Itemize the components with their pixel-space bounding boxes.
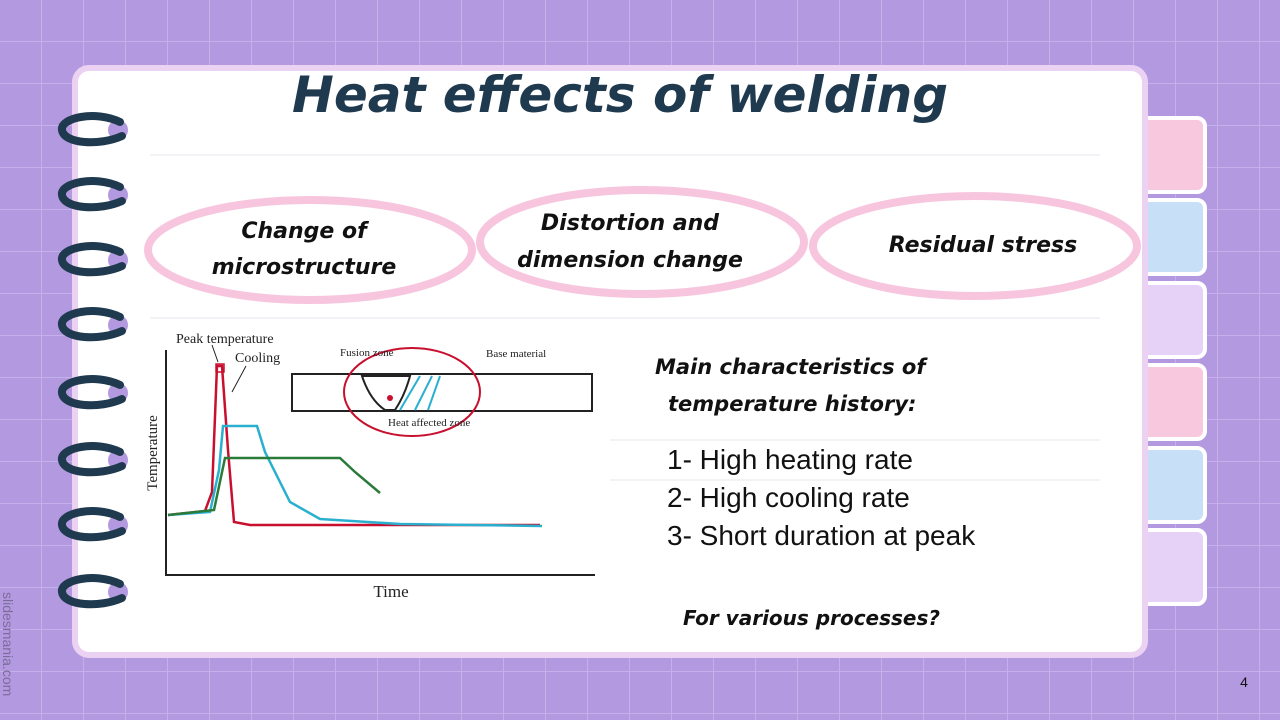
ruled-lines bbox=[150, 154, 1100, 481]
page-number: 4 bbox=[1240, 674, 1248, 690]
figure-label: Base material bbox=[486, 348, 546, 360]
title: Heat effects of welding bbox=[292, 66, 948, 124]
credit: slidesmania.com bbox=[0, 592, 16, 696]
effect-text: Distortion and bbox=[541, 211, 719, 236]
curve-red bbox=[167, 364, 540, 527]
effect-text: Residual stress bbox=[889, 233, 1077, 258]
figure-label: Heat affected zone bbox=[388, 417, 470, 429]
annotation-circle bbox=[343, 347, 481, 437]
effect-ovals: Change of microstructure Distortion and … bbox=[144, 186, 1141, 304]
effect-text: Change of bbox=[241, 219, 369, 244]
figure-label: Cooling bbox=[235, 351, 280, 366]
figure-label: Time bbox=[373, 582, 408, 601]
oval bbox=[144, 196, 476, 304]
curve-green bbox=[167, 456, 381, 517]
weld-bead bbox=[360, 375, 412, 411]
figure: Peak temperature Cooling Fusion zone Bas… bbox=[145, 332, 595, 601]
ring bbox=[58, 442, 126, 477]
dot bbox=[387, 395, 393, 401]
list-item: 3- Short duration at peak bbox=[667, 520, 976, 551]
heading: Main characteristics of bbox=[655, 355, 928, 379]
figure-label: Fusion zone bbox=[340, 347, 394, 359]
ring bbox=[58, 112, 126, 147]
curve-cyan bbox=[167, 424, 543, 528]
peak-marker bbox=[215, 363, 225, 373]
haz-lines bbox=[399, 375, 441, 411]
pointer bbox=[211, 344, 247, 393]
ring bbox=[58, 574, 126, 609]
effect-text: microstructure bbox=[212, 255, 397, 280]
oval bbox=[809, 192, 1141, 300]
oval bbox=[476, 186, 808, 298]
notebook-page bbox=[72, 65, 1148, 658]
ring bbox=[58, 507, 126, 542]
effect-text: dimension change bbox=[517, 248, 743, 273]
list-item: 1- High heating rate bbox=[667, 444, 913, 475]
base-plate bbox=[291, 373, 593, 412]
list-item: 2- High cooling rate bbox=[667, 482, 910, 513]
question: For various processes? bbox=[683, 606, 940, 630]
figure-label: Temperature bbox=[145, 415, 161, 491]
ring bbox=[58, 307, 126, 342]
figure-label: Peak temperature bbox=[176, 332, 274, 347]
ring bbox=[58, 242, 126, 277]
spiral-rings bbox=[58, 112, 128, 609]
axes bbox=[165, 350, 595, 576]
heading: temperature history: bbox=[668, 392, 916, 416]
ring bbox=[58, 177, 126, 212]
ring bbox=[58, 375, 126, 410]
